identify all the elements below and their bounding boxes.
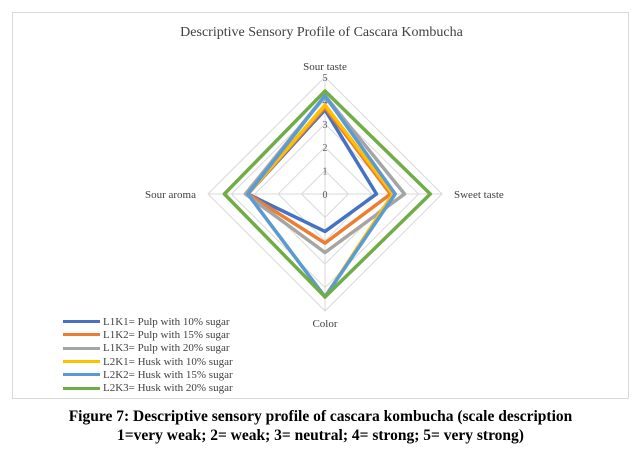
tick-label: 3 (323, 120, 328, 131)
chart-area: Descriptive Sensory Profile of Cascara K… (12, 12, 629, 399)
legend-item: L1K3= Pulp with 20% sugar (63, 342, 233, 355)
legend-swatch (63, 320, 100, 324)
caption-line-2: 1=very weak; 2= weak; 3= neutral; 4= str… (117, 427, 524, 444)
legend-label: L1K1= Pulp with 10% sugar (103, 315, 230, 328)
legend-label: L1K3= Pulp with 20% sugar (103, 342, 230, 355)
axis-label: Sweet taste (454, 189, 504, 201)
legend-item: L2K2= Husk with 15% sugar (63, 368, 233, 381)
tick-label: 0 (323, 190, 328, 201)
legend-swatch (63, 360, 100, 364)
legend-label: L2K2= Husk with 15% sugar (103, 368, 233, 381)
axis-label: Color (312, 318, 337, 330)
tick-label: 5 (323, 73, 328, 84)
legend-item: L2K3= Husk with 20% sugar (63, 381, 233, 394)
legend-item: L1K1= Pulp with 10% sugar (63, 315, 233, 328)
legend-label: L2K1= Husk with 10% sugar (103, 355, 233, 368)
axis-label: Sour taste (303, 61, 347, 73)
tick-label: 2 (323, 143, 328, 154)
chart-title: Descriptive Sensory Profile of Cascara K… (180, 25, 463, 40)
axis-label: Sour aroma (145, 189, 196, 201)
tick-label: 1 (323, 167, 328, 178)
legend: L1K1= Pulp with 10% sugar L1K2= Pulp with… (63, 315, 233, 395)
legend-item: L2K1= Husk with 10% sugar (63, 355, 233, 368)
legend-swatch (63, 333, 100, 337)
legend-label: L2K3= Husk with 20% sugar (103, 382, 233, 395)
legend-label: L1K2= Pulp with 15% sugar (103, 328, 230, 341)
figure-caption: Figure 7: Descriptive sensory profile of… (0, 407, 641, 445)
series-line (222, 89, 433, 299)
legend-swatch (63, 386, 100, 390)
legend-swatch (63, 373, 100, 377)
legend-swatch (63, 346, 100, 350)
tick-label: 4 (323, 96, 328, 107)
caption-line-1: Figure 7: Descriptive sensory profile of… (68, 408, 573, 425)
legend-item: L1K2= Pulp with 15% sugar (63, 328, 233, 341)
